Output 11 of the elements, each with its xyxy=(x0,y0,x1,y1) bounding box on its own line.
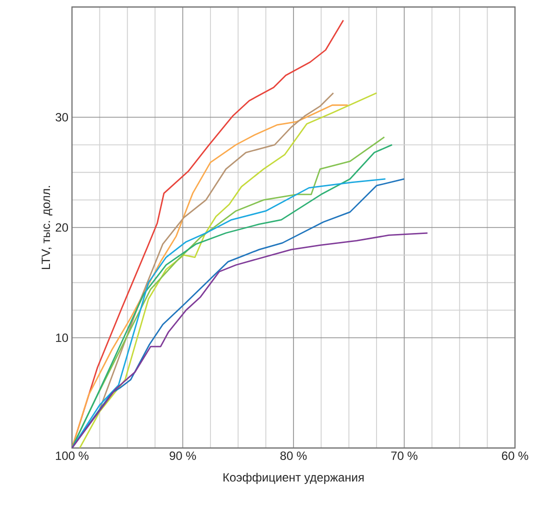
x-tick-label: 80 % xyxy=(280,452,307,460)
x-tick-label: 70 % xyxy=(391,452,418,460)
x-axis-title: Коэффициент удержания xyxy=(224,472,364,484)
x-tick-label: 60 % xyxy=(502,452,528,460)
x-tick-label: 90 % xyxy=(170,452,196,460)
y-tick-label: 30 xyxy=(56,113,68,122)
line-series xyxy=(72,232,428,448)
y-tick-label: 20 xyxy=(56,223,68,232)
y-tick-label: 10 xyxy=(56,334,68,342)
x-tick-label: 100 % xyxy=(56,452,88,460)
y-axis-title: LTV, тыс. долл. xyxy=(42,186,52,270)
